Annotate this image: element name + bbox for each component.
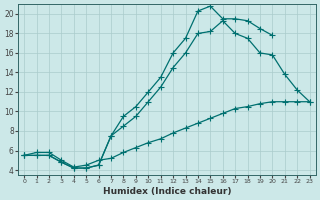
X-axis label: Humidex (Indice chaleur): Humidex (Indice chaleur) [103, 187, 231, 196]
